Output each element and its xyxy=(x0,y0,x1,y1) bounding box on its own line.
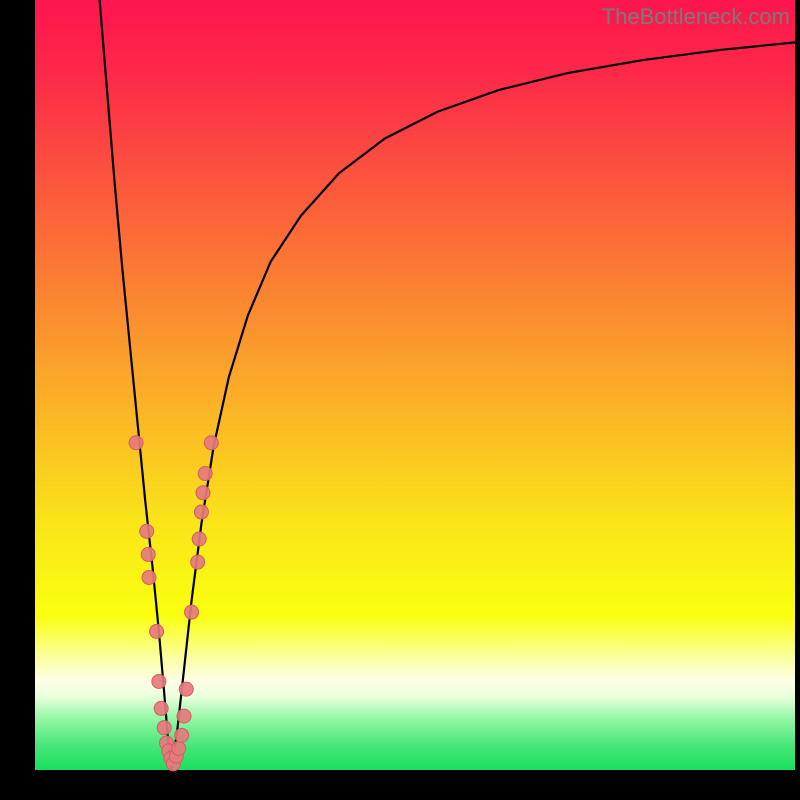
scatter-point xyxy=(191,555,205,569)
scatter-point xyxy=(204,436,218,450)
scatter-point xyxy=(129,436,143,450)
scatter-point xyxy=(157,721,171,735)
scatter-point xyxy=(194,505,208,519)
scatter-point xyxy=(150,624,164,638)
scatter-point xyxy=(152,674,166,688)
scatter-point xyxy=(142,571,156,585)
scatter-point xyxy=(175,728,189,742)
bottleneck-chart xyxy=(0,0,800,800)
chart-gradient-bg xyxy=(35,0,795,770)
scatter-point xyxy=(154,701,168,715)
scatter-point xyxy=(196,486,210,500)
watermark-text: TheBottleneck.com xyxy=(602,4,790,30)
scatter-point xyxy=(192,532,206,546)
scatter-point xyxy=(172,741,186,755)
scatter-point xyxy=(179,682,193,696)
scatter-point xyxy=(185,605,199,619)
scatter-point xyxy=(198,467,212,481)
chart-container: TheBottleneck.com xyxy=(0,0,800,800)
scatter-point xyxy=(177,709,191,723)
scatter-point xyxy=(141,547,155,561)
scatter-point xyxy=(140,524,154,538)
